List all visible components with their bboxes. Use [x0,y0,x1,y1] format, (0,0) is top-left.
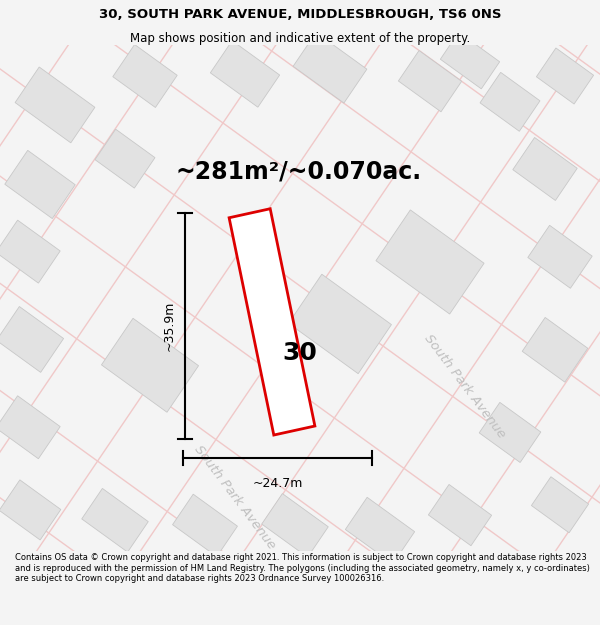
Polygon shape [532,477,589,532]
Text: 30, SOUTH PARK AVENUE, MIDDLESBROUGH, TS6 0NS: 30, SOUTH PARK AVENUE, MIDDLESBROUGH, TS… [99,8,501,21]
Polygon shape [82,488,148,552]
Polygon shape [536,48,593,104]
Polygon shape [376,210,484,314]
Polygon shape [528,225,592,288]
Polygon shape [262,494,328,558]
Polygon shape [398,51,461,112]
Text: South Park Avenue: South Park Avenue [422,332,508,440]
Polygon shape [440,32,500,89]
Polygon shape [480,72,540,131]
Polygon shape [15,67,95,143]
Polygon shape [211,41,280,107]
Polygon shape [0,220,60,283]
Polygon shape [95,129,155,188]
Polygon shape [346,498,415,564]
Polygon shape [101,318,199,412]
Text: Contains OS data © Crown copyright and database right 2021. This information is : Contains OS data © Crown copyright and d… [15,554,590,583]
Polygon shape [428,484,491,546]
Polygon shape [0,480,61,540]
Polygon shape [293,32,367,103]
Polygon shape [289,274,391,374]
Polygon shape [479,402,541,462]
Polygon shape [0,306,64,372]
Text: 30: 30 [283,341,317,365]
Polygon shape [0,396,60,459]
Polygon shape [113,44,177,107]
Polygon shape [229,209,315,435]
Polygon shape [5,151,75,219]
Polygon shape [513,138,577,201]
Text: ~24.7m: ~24.7m [253,477,302,490]
Polygon shape [173,494,238,557]
Text: ~281m²/~0.070ac.: ~281m²/~0.070ac. [175,159,421,183]
Text: South Park Avenue: South Park Avenue [192,443,278,552]
Text: Map shows position and indicative extent of the property.: Map shows position and indicative extent… [130,32,470,46]
Polygon shape [522,318,588,382]
Text: ~35.9m: ~35.9m [163,301,176,351]
